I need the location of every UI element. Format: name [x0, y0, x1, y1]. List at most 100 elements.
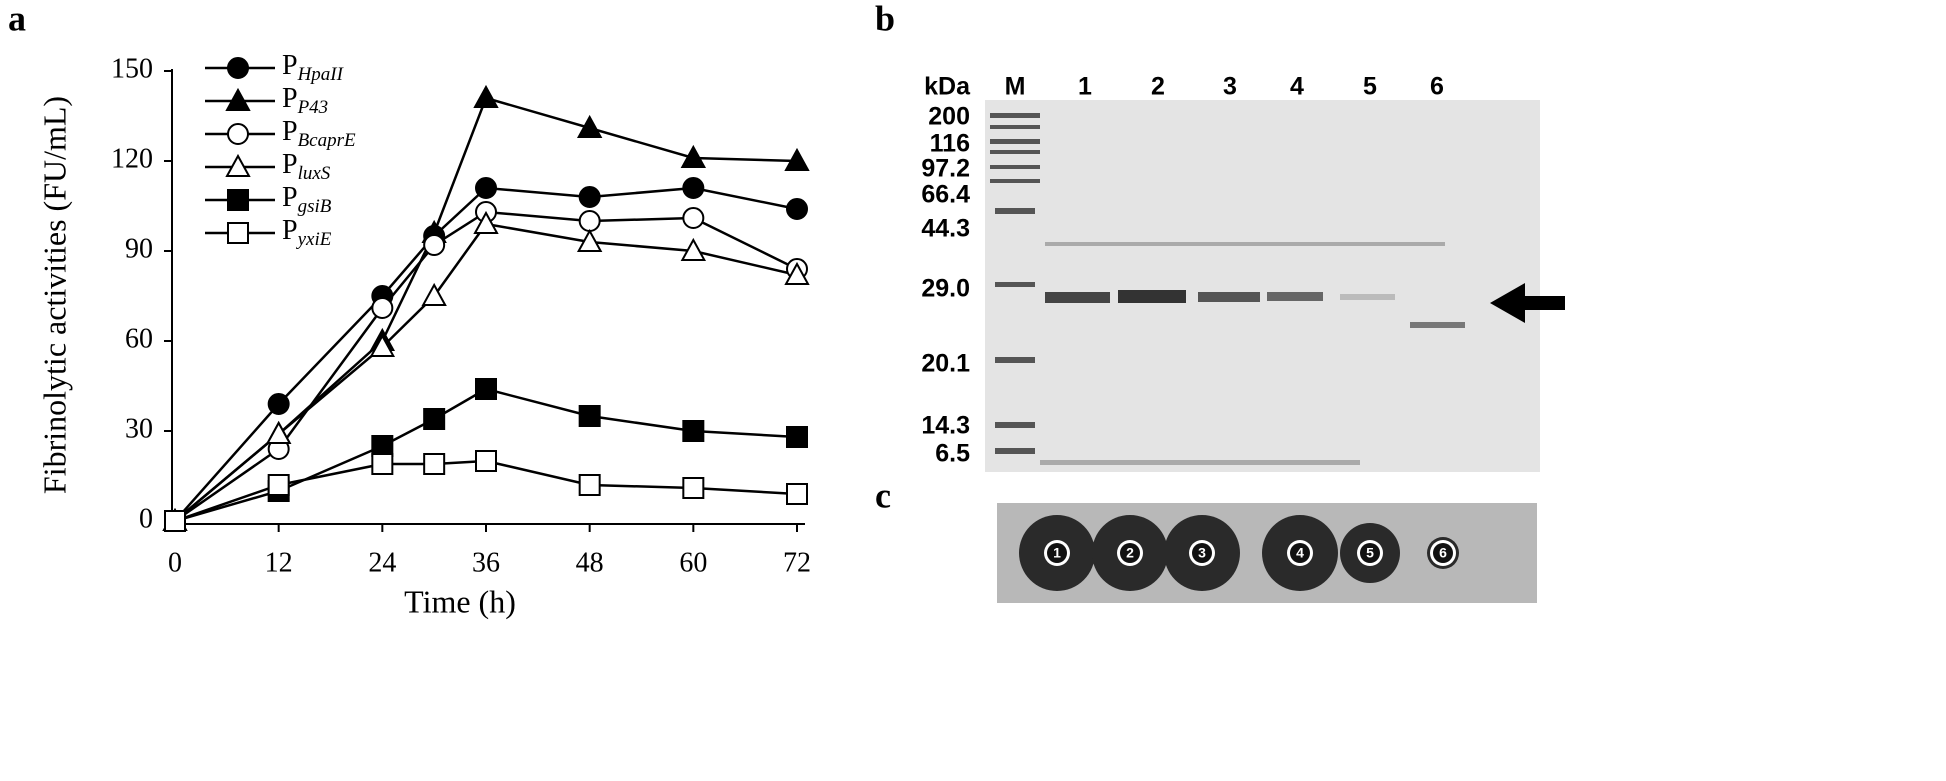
spot-label: 3 [1198, 545, 1206, 561]
marker [578, 405, 601, 427]
legend-label: PBcaprE [282, 116, 356, 151]
marker [680, 144, 707, 168]
panel-label: a [8, 0, 26, 38]
marker-label: 20.1 [921, 350, 970, 378]
lane-label: M [1005, 73, 1026, 101]
lane-label: 1 [1078, 73, 1092, 101]
x-axis-title: Time (h) [404, 583, 516, 619]
legend-label: PHpaII [282, 50, 345, 85]
marker [423, 408, 446, 430]
well [1047, 543, 1067, 563]
marker [682, 420, 705, 442]
marker-label: 44.3 [921, 215, 970, 243]
marker [421, 282, 447, 306]
y-tick-label: 30 [125, 413, 153, 444]
well [1192, 543, 1212, 563]
marker [227, 189, 249, 211]
marker [682, 477, 705, 499]
well [1120, 543, 1140, 563]
y-tick-label: 120 [111, 143, 153, 174]
lane-label: 4 [1290, 73, 1304, 101]
marker [680, 237, 707, 261]
x-tick-label: 12 [265, 547, 293, 578]
marker-label: 116 [930, 130, 970, 158]
marker [784, 147, 810, 171]
sample-bands [1040, 242, 1465, 465]
x-tick-label: 72 [783, 547, 811, 578]
marker-label: 14.3 [921, 412, 970, 440]
lane-label: 5 [1363, 73, 1377, 101]
marker [475, 450, 497, 472]
panel-label: c [875, 475, 891, 515]
marker [578, 474, 601, 496]
marker [371, 453, 394, 475]
legend-label: PluxS [282, 149, 331, 184]
spot-label: 2 [1126, 545, 1134, 561]
marker [784, 261, 810, 285]
spot-label: 4 [1296, 545, 1304, 561]
legend-subscript: yxiE [296, 229, 332, 250]
arrow [1490, 283, 1565, 323]
well [1290, 543, 1310, 563]
x-tick-label: 60 [679, 547, 707, 578]
legend-name: P [282, 215, 298, 246]
lane-label: 6 [1430, 73, 1444, 101]
spot-label: 6 [1439, 545, 1447, 561]
marker-label: 66.4 [921, 181, 970, 209]
lane-label: 3 [1223, 73, 1237, 101]
marker [164, 510, 186, 532]
x-tick-label: 24 [368, 547, 396, 578]
marker [227, 57, 249, 79]
marker [267, 474, 290, 496]
series-line [174, 459, 798, 523]
marker [369, 333, 396, 357]
gel-image [985, 100, 1540, 472]
series-line [174, 210, 798, 523]
marker [473, 210, 499, 234]
marker [225, 153, 251, 177]
marker [786, 426, 808, 448]
marker [227, 123, 249, 145]
legend-name: P [282, 50, 298, 81]
series-line [174, 222, 798, 522]
marker [578, 186, 601, 208]
legend-subscript: BcaprE [298, 130, 356, 151]
legend-subscript: HpaII [297, 64, 345, 85]
x-tick-label: 48 [576, 547, 604, 578]
well [1433, 543, 1453, 563]
y-axis-title: Fibrinolytic activities (FU/mL) [36, 96, 72, 494]
marker [473, 84, 499, 108]
marker [475, 378, 497, 400]
legend-name: P [282, 149, 298, 180]
marker [576, 114, 603, 138]
legend-subscript: gsiB [298, 196, 332, 217]
well [1360, 543, 1380, 563]
y-tick-label: 60 [125, 323, 153, 354]
y-tick-label: 90 [125, 233, 153, 264]
series-line [174, 186, 798, 522]
marker [682, 177, 705, 199]
marker [225, 87, 251, 111]
marker [371, 297, 394, 319]
legend-subscript: luxS [298, 163, 331, 184]
marker [786, 198, 808, 220]
marker-bands [990, 113, 1040, 454]
legend-label: PP43 [282, 83, 328, 118]
y-tick-label: 0 [139, 503, 153, 534]
marker [578, 210, 601, 232]
x-tick-label: 0 [168, 547, 182, 578]
marker-label: 97.2 [921, 155, 970, 183]
legend-subscript: P43 [297, 97, 329, 118]
marker [576, 228, 603, 252]
marker [475, 177, 497, 199]
marker [786, 483, 808, 505]
legend-label: PgsiB [282, 182, 332, 217]
marker [265, 420, 292, 444]
marker-label: 29.0 [921, 275, 970, 303]
spot-label: 1 [1053, 545, 1061, 561]
marker-label: 200 [928, 103, 970, 131]
legend-label: PyxiE [282, 215, 332, 250]
marker [423, 234, 446, 256]
marker [423, 453, 446, 475]
